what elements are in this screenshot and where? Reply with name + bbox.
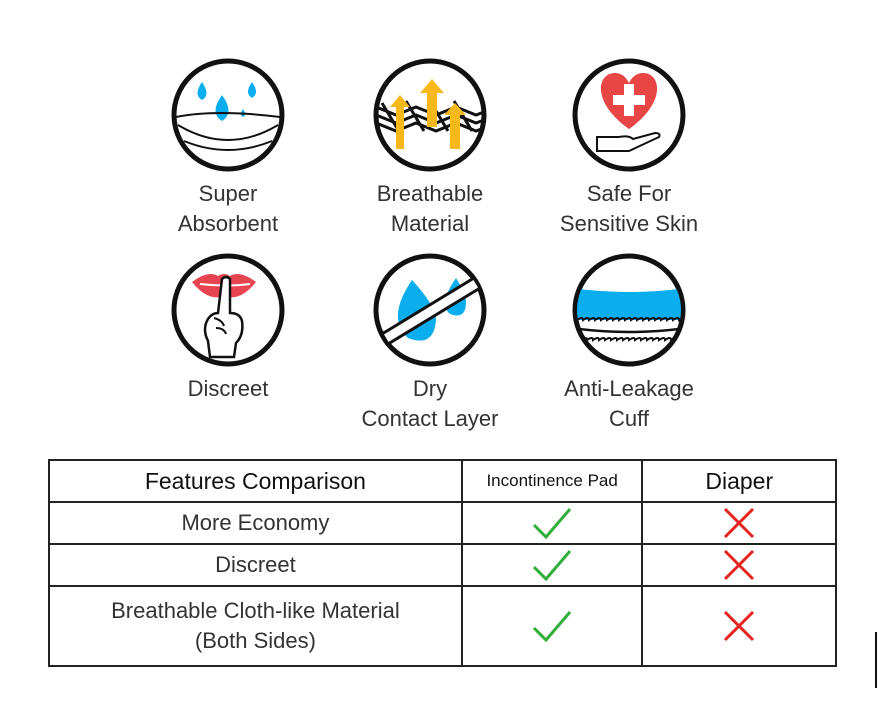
check-icon [533,508,572,539]
pad-cell [460,501,644,545]
check-icon [533,550,572,581]
cross-icon [724,507,755,539]
feature-line: (Both Sides) [194,628,316,653]
feature-discreet: Discreet [128,252,328,404]
header-features: Features Comparison [48,459,463,503]
diaper-cell [641,585,837,667]
feature-label: Cuff [609,406,649,431]
feature-cell: Discreet [48,543,463,587]
feature-label: Anti-Leakage [564,376,694,401]
heart-hand-care-icon [572,58,686,172]
feature-cell: Breathable Cloth-like Material (Both Side… [48,585,463,667]
feature-cell: More Economy [48,501,463,545]
feature-label: Material [390,211,470,236]
shush-lips-finger-icon [171,253,285,367]
feature-line: Breathable Cloth-like Material [111,598,400,623]
feature-dry-contact-layer: Dry Contact Layer [330,252,530,434]
breathable-mesh-arrows-icon [373,58,487,172]
header-diaper: Diaper [641,459,837,503]
cross-icon [724,611,755,642]
water-drops-absorbent-icon [171,58,285,172]
pad-cell [460,543,644,587]
feature-label: Dry [412,376,448,401]
feature-label: Breathable [376,181,484,206]
feature-label: Discreet [187,376,269,401]
table-row: More Economy [48,501,837,545]
features-comparison-table: Features Comparison Incontinence Pad Dia… [48,459,837,667]
table-row: Breathable Cloth-like Material (Both Side… [48,585,837,667]
diaper-cell [641,543,837,587]
drops-barrier-icon [373,253,487,367]
feature-label: Absorbent [177,211,279,236]
feature-safe-sensitive-skin: Safe For Sensitive Skin [529,57,729,239]
feature-label: Super [198,181,258,206]
header-incontinence-pad: Incontinence Pad [460,459,644,503]
pad-cell [460,585,644,667]
table-header-row: Features Comparison Incontinence Pad Dia… [48,459,837,503]
cuff-elastic-icon [572,253,686,367]
feature-super-absorbent: Super Absorbent [128,57,328,239]
feature-label: Safe For [586,181,672,206]
diaper-cell [641,501,837,545]
check-icon [533,611,572,643]
cross-icon [724,549,755,581]
feature-anti-leakage-cuff: Anti-Leakage Cuff [529,252,729,434]
feature-label: Contact Layer [361,406,499,431]
table-row: Discreet [48,543,837,587]
feature-breathable-material: Breathable Material [330,57,530,239]
feature-label: Sensitive Skin [559,211,699,236]
edge-divider [875,632,877,688]
